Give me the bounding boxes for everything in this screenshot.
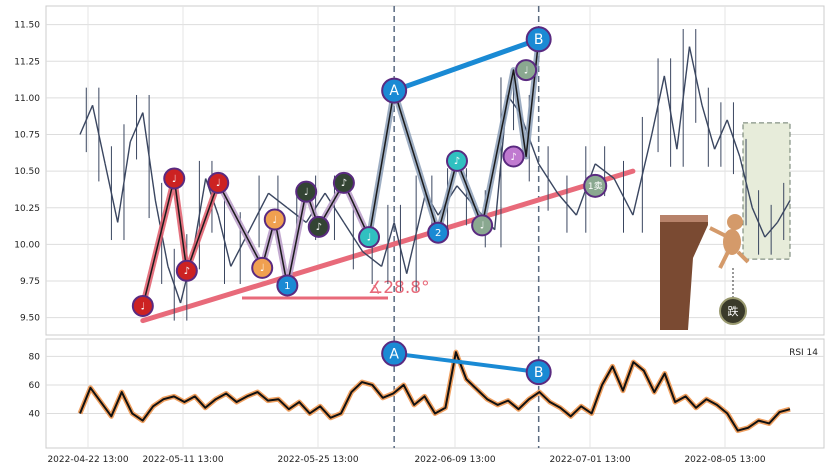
price-divergence-line	[393, 36, 540, 93]
wave-marker-label: 1	[284, 281, 290, 292]
wave-marker	[251, 256, 274, 279]
falling-coin-icon	[719, 297, 747, 325]
angle-label: ∡28.8°	[368, 278, 430, 298]
x-tick-label: 2022-04-22 13:00	[47, 455, 128, 465]
wave-marker-label: ♩	[216, 178, 221, 189]
price-y-tick-label: 10.25	[14, 204, 40, 214]
monkey-leg	[736, 250, 750, 264]
wave-marker	[131, 294, 154, 317]
price-y-tick-label: 9.50	[20, 314, 40, 324]
wave-path	[368, 39, 540, 238]
wave-marker-label: ♩	[480, 221, 485, 232]
x-tick-label: 2022-06-09 13:00	[414, 455, 495, 465]
wave-marker	[207, 171, 230, 194]
rsi-series	[77, 349, 791, 434]
wave-marker-label: ♩	[272, 215, 277, 226]
cliff-shape	[660, 215, 708, 330]
wave-markers: ♩ ♩ ♪ ♩ ♩ ♩ 1 ♩ ♪ ♪ ♩ 2 ♪ ♩ ♪ ♩ A B 1卖	[131, 26, 608, 317]
price-y-tick-label: 11.00	[14, 94, 40, 104]
rsi-annotations: AB	[381, 340, 552, 386]
wave-marker-label: ♩	[172, 174, 177, 185]
wave-marker	[358, 226, 381, 249]
monkey-head	[727, 214, 743, 230]
price-y-tick-label: 9.75	[20, 277, 40, 287]
rsi-point-label: B	[534, 365, 544, 381]
rsi-y-tick-label: 40	[29, 409, 41, 419]
wave-marker-label: ♩	[304, 187, 309, 198]
rsi-point-label: A	[389, 347, 399, 363]
rsi-point-marker	[525, 359, 552, 386]
wave-marker-label: ♪	[184, 266, 190, 277]
wave-marker	[175, 259, 198, 282]
price-panel-frame	[45, 5, 825, 336]
price-y-tick-label: 10.50	[14, 167, 40, 177]
point-b-marker-label: B	[534, 32, 544, 48]
wave-marker	[515, 59, 538, 82]
point-b-marker	[525, 26, 552, 53]
monkey-leg	[718, 251, 730, 269]
wave-marker	[471, 214, 494, 237]
price-y-tick-label: 10.75	[14, 131, 40, 141]
rsi-line	[79, 351, 791, 432]
wave-marker-label: ♪	[341, 178, 347, 189]
rsi-panel-frame	[45, 338, 825, 449]
wave-path	[142, 177, 219, 307]
wave-marker-label: ♩	[524, 65, 529, 76]
point-a-marker	[381, 77, 408, 104]
wave-marker-label: ♪	[510, 152, 516, 163]
wave-marker-label: ♩	[260, 263, 265, 274]
rsi-divergence-line	[393, 351, 539, 375]
end-marker-label: 1卖	[588, 181, 603, 192]
price-y-tick-label: 11.50	[14, 21, 40, 31]
end-marker	[583, 173, 608, 198]
point-a-marker-label: A	[389, 83, 399, 99]
x-tick-label: 2022-07-01 13:00	[549, 455, 630, 465]
x-tick-label: 2022-08-05 13:00	[684, 455, 765, 465]
wave-marker	[163, 167, 186, 190]
wave-marker-label: ♪	[316, 222, 322, 233]
rsi-y-tick-label: 60	[29, 381, 41, 391]
wave-marker-label: ♩	[367, 232, 372, 243]
wave-marker	[332, 171, 355, 194]
price-y-axis: 9.50 9.75 10.00 10.25 10.50 10.75 11.00 11.25 11…	[14, 21, 40, 324]
cliff-top	[660, 215, 708, 222]
falling-coin-label: 跌	[728, 304, 739, 318]
wave-marker	[427, 221, 450, 244]
monkey-arm	[709, 226, 727, 238]
x-tick-label: 2022-05-25 13:00	[277, 455, 358, 465]
shaded-box	[742, 122, 791, 260]
wave-marker	[276, 274, 299, 297]
rsi-y-axis: 40 60 80	[29, 352, 41, 419]
x-axis: 2022-04-22 13:00 2022-05-11 13:00 2022-05-…	[47, 455, 765, 465]
wave-marker	[307, 215, 330, 238]
x-tick-label: 2022-05-11 13:00	[142, 455, 223, 465]
rsi-y-tick-label: 80	[29, 352, 41, 362]
wave-marker-label: 2	[435, 228, 441, 239]
wave-marker	[295, 180, 318, 203]
wave-marker-label: ♪	[454, 156, 460, 167]
wave-marker-label: ♩	[140, 301, 145, 312]
monkey-body	[723, 229, 741, 255]
price-y-tick-label: 11.25	[14, 57, 40, 67]
wave-marker	[445, 149, 468, 172]
price-y-tick-label: 10.00	[14, 240, 40, 250]
rsi-legend: RSI 14	[789, 348, 818, 358]
wave-marker	[502, 145, 525, 168]
wave-marker	[263, 208, 286, 231]
rsi-point-marker	[381, 340, 408, 367]
